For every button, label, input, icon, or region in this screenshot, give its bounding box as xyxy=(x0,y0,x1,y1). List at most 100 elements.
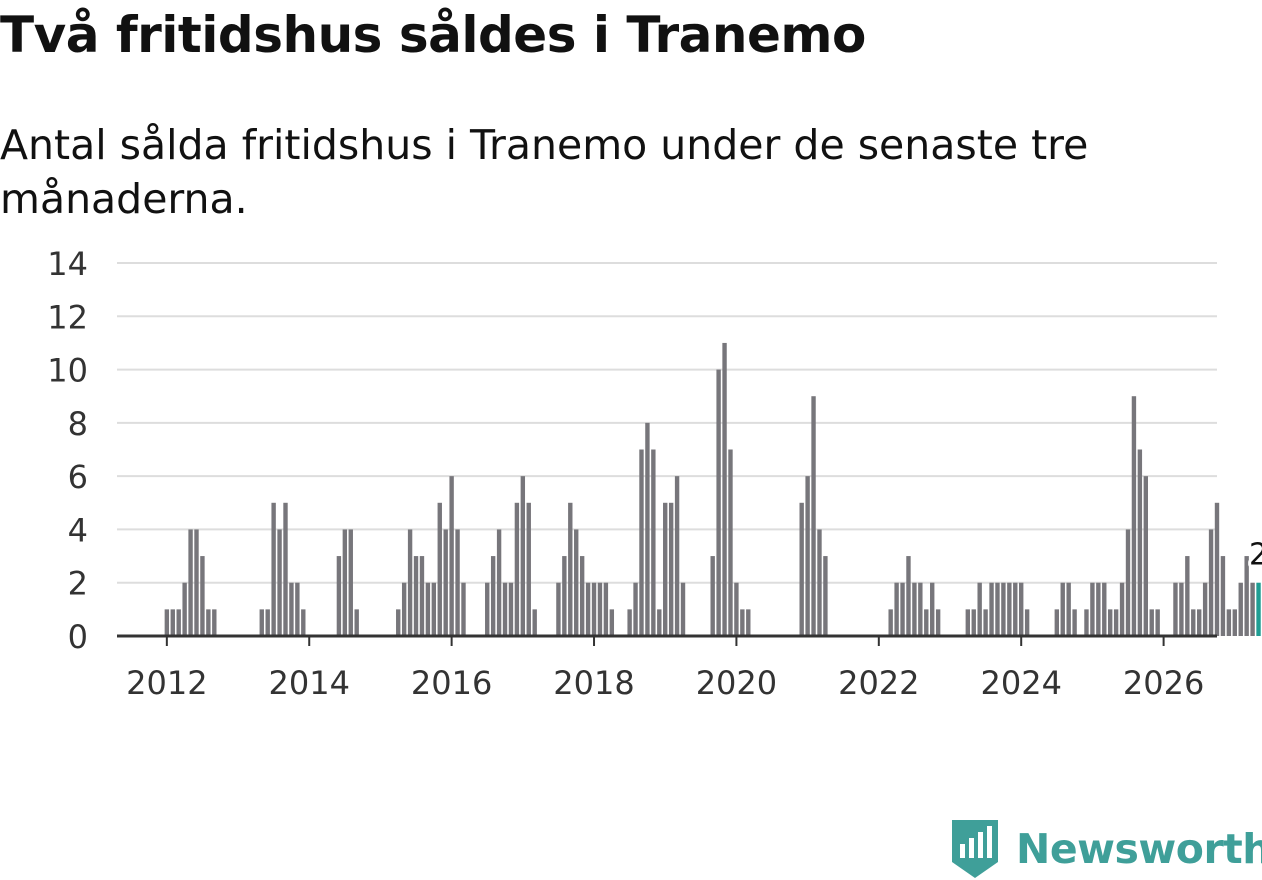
bar xyxy=(930,582,935,636)
y-tick-label: 14 xyxy=(47,245,88,283)
bar xyxy=(585,582,591,636)
bar xyxy=(1155,609,1160,636)
bar xyxy=(1066,582,1071,636)
bar xyxy=(283,502,288,636)
bar xyxy=(455,529,460,636)
bar xyxy=(965,609,970,636)
x-tick-label: 2018 xyxy=(553,664,634,702)
bar xyxy=(995,582,1000,636)
bar xyxy=(1131,396,1137,636)
bar xyxy=(188,529,193,636)
bar xyxy=(651,449,656,636)
bar xyxy=(1208,529,1214,636)
bar xyxy=(633,582,638,636)
bar xyxy=(520,476,526,636)
x-tick-label: 2012 xyxy=(126,664,207,702)
bar xyxy=(710,556,715,636)
bar xyxy=(277,529,282,636)
bar xyxy=(170,609,175,636)
bar xyxy=(734,582,739,636)
bar xyxy=(1173,582,1178,636)
bar xyxy=(342,529,348,636)
bar xyxy=(805,476,810,636)
bar xyxy=(674,476,680,636)
bar xyxy=(1108,609,1113,636)
bar xyxy=(728,449,733,636)
bar xyxy=(1137,449,1143,636)
bar xyxy=(1072,609,1077,636)
bar xyxy=(295,582,300,636)
bar xyxy=(1090,582,1095,636)
bar xyxy=(1149,609,1154,636)
bar xyxy=(912,582,917,636)
bar xyxy=(799,502,804,636)
bar xyxy=(591,582,597,636)
newsworthy-logo[interactable]: Newsworthy xyxy=(950,818,1262,880)
bar xyxy=(1202,582,1208,636)
bar xyxy=(449,476,454,636)
bar xyxy=(461,582,466,636)
y-tick-label: 0 xyxy=(68,618,88,656)
bar xyxy=(1024,609,1030,636)
bar xyxy=(514,502,520,636)
bar xyxy=(556,582,561,636)
bar xyxy=(1125,529,1131,636)
bar xyxy=(918,582,923,636)
bar xyxy=(1007,582,1012,636)
bar xyxy=(680,582,686,636)
bar xyxy=(259,609,264,636)
bar xyxy=(336,556,342,636)
bar xyxy=(746,609,751,636)
bar xyxy=(639,449,644,636)
y-tick-label: 2 xyxy=(68,565,88,603)
bar xyxy=(1019,582,1024,636)
bar xyxy=(1250,582,1255,636)
bar xyxy=(1084,609,1089,636)
bar xyxy=(1060,582,1065,636)
bar xyxy=(811,396,816,636)
bar xyxy=(443,529,448,636)
chart-title: Två fritidshus såldes i Tranemo xyxy=(0,6,866,64)
bar xyxy=(176,609,181,636)
bar xyxy=(437,502,442,636)
bar xyxy=(989,582,994,636)
bar xyxy=(823,556,828,636)
bar xyxy=(265,609,270,636)
bar xyxy=(1226,609,1232,636)
bar xyxy=(396,609,401,636)
bar xyxy=(348,529,353,636)
chart-subtitle: Antal sålda fritidshus i Tranemo under d… xyxy=(0,121,1089,223)
bar xyxy=(508,582,514,636)
bar xyxy=(609,609,615,636)
bar xyxy=(1232,609,1237,636)
bar xyxy=(1143,476,1148,636)
bar xyxy=(603,582,609,636)
bar xyxy=(401,582,407,636)
bar xyxy=(1119,582,1125,636)
bar xyxy=(722,342,727,636)
bar xyxy=(663,502,668,636)
highlight-value-label: 2 xyxy=(1249,538,1262,573)
bar xyxy=(924,609,929,636)
bar xyxy=(579,556,585,636)
x-tick-label: 2024 xyxy=(980,664,1061,702)
x-tick-label: 2022 xyxy=(838,664,919,702)
bar xyxy=(271,502,276,636)
bar xyxy=(900,582,905,636)
x-tick-label: 2020 xyxy=(696,664,777,702)
bar xyxy=(645,422,650,636)
bar xyxy=(1096,582,1101,636)
bar xyxy=(716,369,721,636)
bar xyxy=(532,609,537,636)
bar xyxy=(301,609,306,636)
brand-name: Newsworthy xyxy=(1016,825,1262,873)
bar xyxy=(562,556,567,636)
bar xyxy=(289,582,294,636)
bar xyxy=(888,609,893,636)
bar xyxy=(200,556,205,636)
bar xyxy=(1054,609,1059,636)
bar xyxy=(419,556,425,636)
bar xyxy=(182,582,187,636)
y-tick-label: 10 xyxy=(47,352,88,390)
